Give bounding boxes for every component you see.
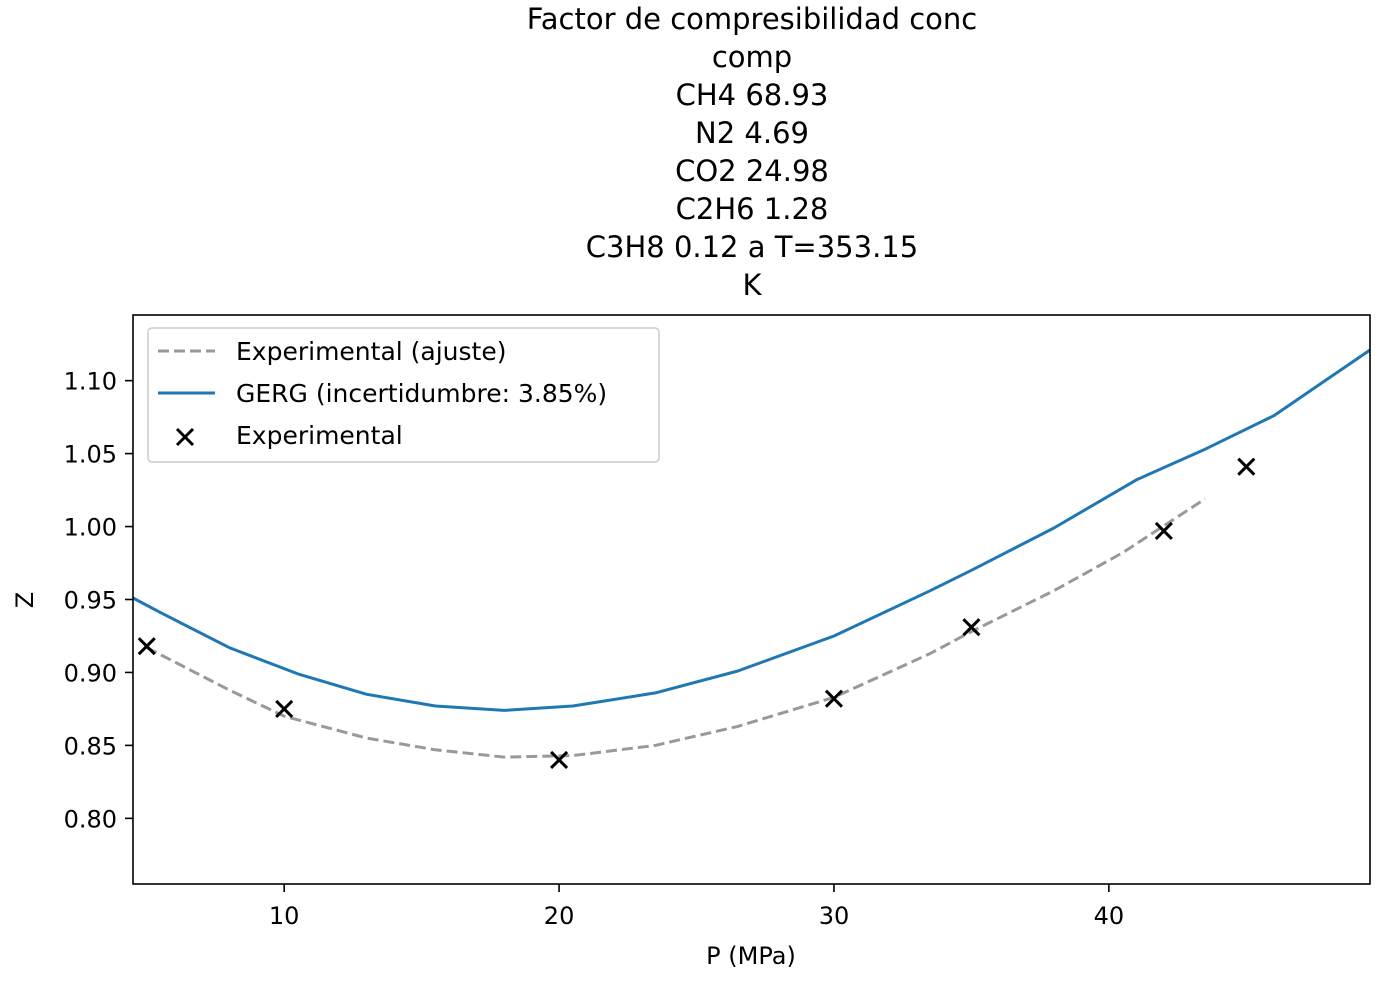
title-line: K	[742, 268, 762, 302]
scatter-point	[1237, 457, 1256, 476]
scatter-point	[824, 689, 844, 708]
title-line: comp	[712, 40, 792, 74]
y-tick-label: 0.80	[64, 805, 117, 833]
y-axis: 0.80 0.85 0.90 0.95 1.00 1.05 1.10	[64, 368, 133, 833]
scatter-point	[550, 750, 569, 770]
y-tick-label: 1.00	[64, 514, 117, 542]
legend-label-fit: Experimental (ajuste)	[236, 337, 506, 366]
x-tick-label: 10	[269, 902, 300, 930]
y-tick-label: 1.10	[64, 368, 117, 396]
series-line-1	[133, 348, 1370, 712]
legend-label-experimental: Experimental	[236, 421, 403, 450]
title-line: C3H8 0.12 a T=353.15	[586, 230, 918, 264]
y-tick-label: 1.05	[64, 441, 117, 469]
y-tick-label: 0.95	[64, 587, 117, 615]
x-tick-label: 40	[1094, 902, 1125, 930]
x-axis: 10 20 30 40	[269, 884, 1124, 930]
legend-label-gerg: GERG (incertidumbre: 3.85%)	[236, 379, 607, 408]
scatter-point	[1154, 521, 1173, 540]
y-tick-label: 0.85	[64, 732, 117, 760]
x-axis-label: P (MPa)	[706, 942, 796, 970]
title-line: C2H6 1.28	[676, 192, 829, 226]
scatter-point	[137, 637, 156, 656]
legend: Experimental (ajuste) GERG (incertidumbr…	[147, 327, 660, 463]
title-line: N2 4.69	[695, 116, 809, 150]
legend-swatch-experimental	[175, 427, 195, 447]
marker-layer	[137, 457, 1256, 770]
title-line: Factor de compresibilidad conc	[527, 2, 978, 36]
series-line-0	[146, 497, 1206, 759]
x-tick-label: 20	[544, 902, 575, 930]
legend-box	[147, 327, 660, 463]
y-tick-label: 0.90	[64, 659, 117, 687]
title-line: CO2 24.98	[675, 154, 829, 188]
y-axis-label: Z	[11, 592, 39, 608]
x-tick-label: 30	[819, 902, 850, 930]
chart-title: Factor de compresibilidad conc comp CH4 …	[527, 2, 978, 302]
scatter-point	[275, 699, 294, 718]
series-layer	[133, 348, 1370, 759]
scatter-point	[962, 618, 981, 637]
title-line: CH4 68.93	[676, 78, 829, 112]
